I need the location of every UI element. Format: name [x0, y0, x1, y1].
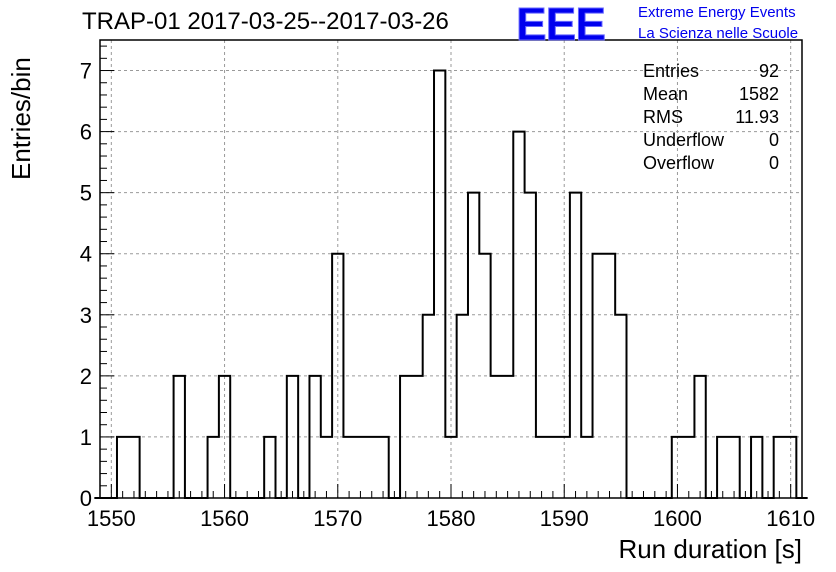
- stat-label: RMS: [643, 107, 683, 127]
- histogram-bin: [717, 437, 728, 498]
- histogram-bin: [615, 315, 626, 498]
- histogram-bin: [468, 193, 479, 498]
- y-tick-label: 0: [80, 486, 92, 511]
- x-tick-label: 1560: [200, 506, 249, 531]
- y-tick-label: 5: [80, 181, 92, 206]
- histogram-bin: [264, 437, 275, 498]
- y-tick-label: 2: [80, 364, 92, 389]
- stat-label: Underflow: [643, 130, 725, 150]
- stat-value: 92: [758, 61, 779, 81]
- histogram-bin: [774, 437, 785, 498]
- y-axis-label: Entries/bin: [6, 57, 36, 180]
- x-tick-label: 1570: [313, 506, 362, 531]
- histogram-bin: [525, 193, 536, 498]
- logo-line-2: La Scienza nelle Scuole: [638, 25, 799, 42]
- stat-underflow: Underflow 0: [643, 129, 779, 152]
- logo-line-1: Extreme Energy Events: [638, 4, 796, 21]
- stat-mean: Mean 1582: [643, 83, 779, 106]
- stat-rms: RMS 11.93: [643, 106, 779, 129]
- x-axis-label: Run duration [s]: [618, 534, 802, 564]
- histogram-bin: [366, 437, 377, 498]
- y-tick-label: 7: [80, 59, 92, 84]
- axis-ticks: [99, 45, 803, 499]
- histogram-bin: [683, 437, 694, 498]
- chart-title: TRAP-01 2017-03-25--2017-03-26: [82, 8, 449, 35]
- x-tick-label: 1610: [766, 506, 815, 531]
- histogram-bin: [355, 437, 366, 498]
- histogram-bin: [751, 437, 762, 498]
- stat-overflow: Overflow 0: [643, 152, 779, 175]
- y-tick-label: 4: [80, 242, 92, 267]
- stat-value: 11.93: [735, 107, 779, 127]
- stat-label: Mean: [643, 84, 689, 104]
- x-tick-label: 1600: [653, 506, 702, 531]
- histogram-bin: [728, 437, 739, 498]
- histogram-bin: [208, 437, 219, 498]
- y-axis-label-container: Entries/bin: [6, 40, 46, 200]
- eee-logo-mark: EEE: [516, 0, 607, 44]
- histogram-bin: [547, 437, 558, 498]
- y-tick-label: 3: [80, 303, 92, 328]
- histogram-bin: [423, 315, 434, 498]
- stat-label: Overflow: [643, 153, 715, 173]
- histogram-outline: [94, 69, 808, 499]
- stat-entries: Entries 92: [643, 60, 779, 83]
- axis-tick-labels: 1550 1560 1570 1580 1590 1600 1610 0 1 2 3 4 5 6 7: [80, 59, 815, 531]
- histogram-bin: [581, 437, 592, 498]
- histogram-bin: [343, 437, 354, 498]
- histogram-bin: [536, 437, 547, 498]
- stats-box: Entries 92 Mean 1582 RMS 11.93 Underflow…: [643, 60, 779, 175]
- grid-lines: [100, 40, 802, 499]
- histogram-bars: [94, 69, 808, 499]
- histogram-bin: [377, 437, 388, 498]
- logo-mark-text: EEE: [516, 0, 605, 44]
- x-tick-label: 1580: [427, 506, 476, 531]
- histogram-bin: [457, 315, 468, 498]
- histogram-bin: [128, 437, 139, 498]
- stat-label: Entries: [643, 61, 700, 81]
- histogram-bin: [321, 437, 332, 498]
- histogram-bin: [570, 193, 581, 498]
- stat-value: 1582: [738, 84, 779, 104]
- histogram-bin: [434, 71, 445, 498]
- y-tick-label: 1: [80, 425, 92, 450]
- y-tick-label: 6: [80, 120, 92, 145]
- x-tick-label: 1590: [540, 506, 589, 531]
- histogram-bin: [117, 437, 128, 498]
- stat-value: 0: [768, 130, 779, 150]
- stat-value: 0: [768, 153, 779, 173]
- x-tick-label: 1550: [87, 506, 136, 531]
